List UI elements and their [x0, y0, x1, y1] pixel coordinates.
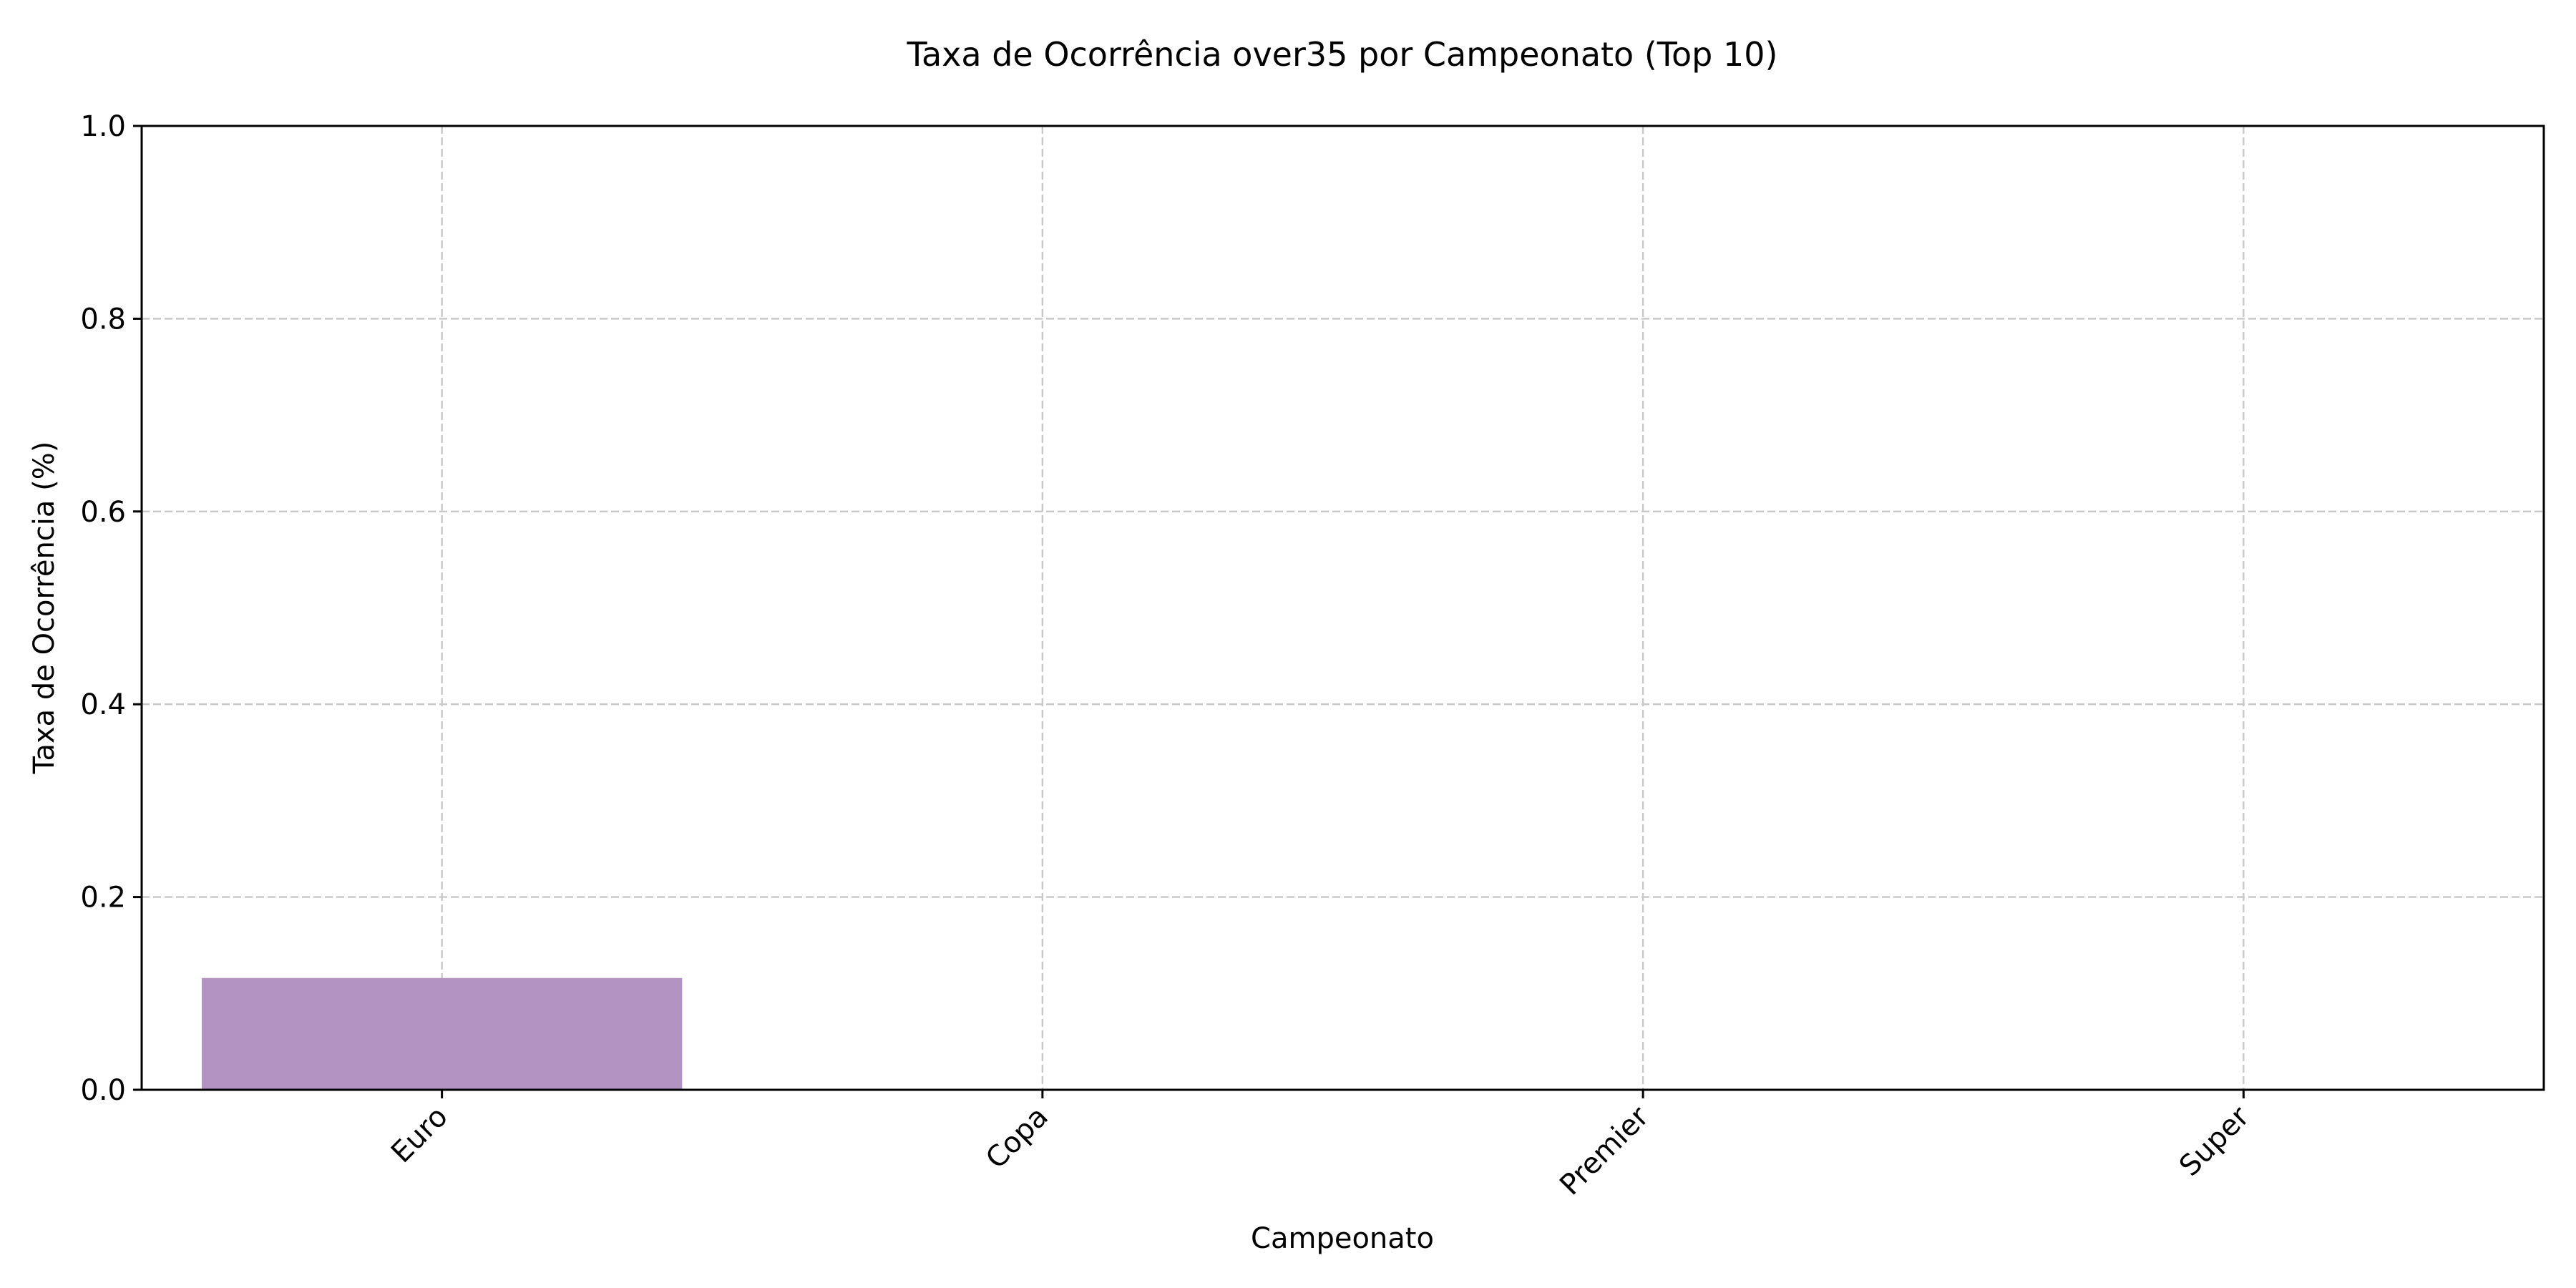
x-axis: Euro Copa Premier Super: [385, 1090, 2256, 1201]
grid-layer: [142, 125, 2544, 1091]
x-axis-label: Campeonato: [1251, 1222, 1434, 1255]
bars-layer: [201, 977, 683, 1090]
x-tick-label: Super: [2173, 1100, 2256, 1183]
y-tick-label: 0.2: [80, 882, 126, 914]
chart-title: Taxa de Ocorrência over35 por Campeonato…: [906, 35, 1777, 74]
plot-frame: [140, 125, 2545, 1091]
x-tick-label: Copa: [980, 1101, 1055, 1176]
bar-euro: [201, 977, 683, 1090]
y-tick-label: 1.0: [80, 110, 126, 143]
y-tick-label: 0.4: [80, 688, 126, 721]
y-axis-label: Taxa de Ocorrência (%): [28, 441, 61, 775]
y-tick-label: 0.6: [80, 496, 126, 529]
x-tick-label: Premier: [1553, 1100, 1655, 1201]
y-tick-label: 0.8: [80, 303, 126, 336]
y-axis: 0.0 0.2 0.4 0.6 0.8 1.0: [80, 110, 142, 1107]
y-tick-label: 0.0: [80, 1074, 126, 1107]
x-tick-label: Euro: [385, 1101, 454, 1170]
